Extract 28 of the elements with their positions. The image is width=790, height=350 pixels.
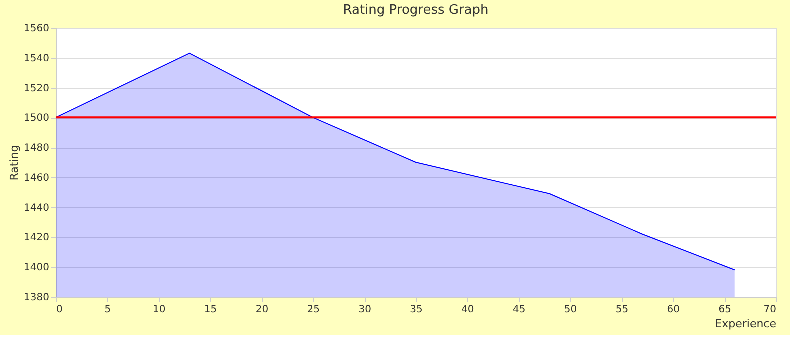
x-tick-label: 25 (307, 304, 320, 316)
x-tick-label: 40 (462, 304, 474, 316)
x-tick-label: 5 (104, 304, 112, 316)
x-axis-title: Experience (715, 318, 777, 330)
y-tick-label: 1420 (24, 232, 50, 244)
x-tick-label: 45 (512, 304, 526, 316)
y-tick-label: 1520 (24, 83, 50, 94)
x-tick-label: 30 (358, 304, 372, 316)
x-tick-label: 20 (256, 304, 269, 316)
x-tick-label: 60 (667, 304, 680, 316)
y-tick-label: 1440 (24, 202, 50, 214)
x-tick-label: 50 (564, 304, 578, 316)
x-tick-label: 70 (764, 304, 776, 316)
x-tick-label: 55 (616, 304, 629, 316)
x-tick-label: 65 (718, 304, 732, 316)
x-tick-label: 15 (204, 304, 218, 316)
x-tick-label: 0 (56, 304, 63, 316)
y-tick-label: 1560 (24, 24, 50, 34)
y-tick-label: 1480 (24, 143, 50, 154)
x-tick-label: 35 (410, 304, 423, 316)
chart-title: Rating Progress Graph (343, 3, 489, 18)
y-tick-label: 1540 (24, 53, 50, 64)
y-tick-label: 1500 (24, 113, 50, 124)
y-tick-label: 1400 (24, 262, 50, 274)
y-tick-label: 1380 (24, 292, 50, 304)
y-axis-title: Rating (8, 145, 22, 181)
y-tick-label: 1460 (24, 172, 50, 184)
x-tick-label: 10 (152, 304, 166, 316)
